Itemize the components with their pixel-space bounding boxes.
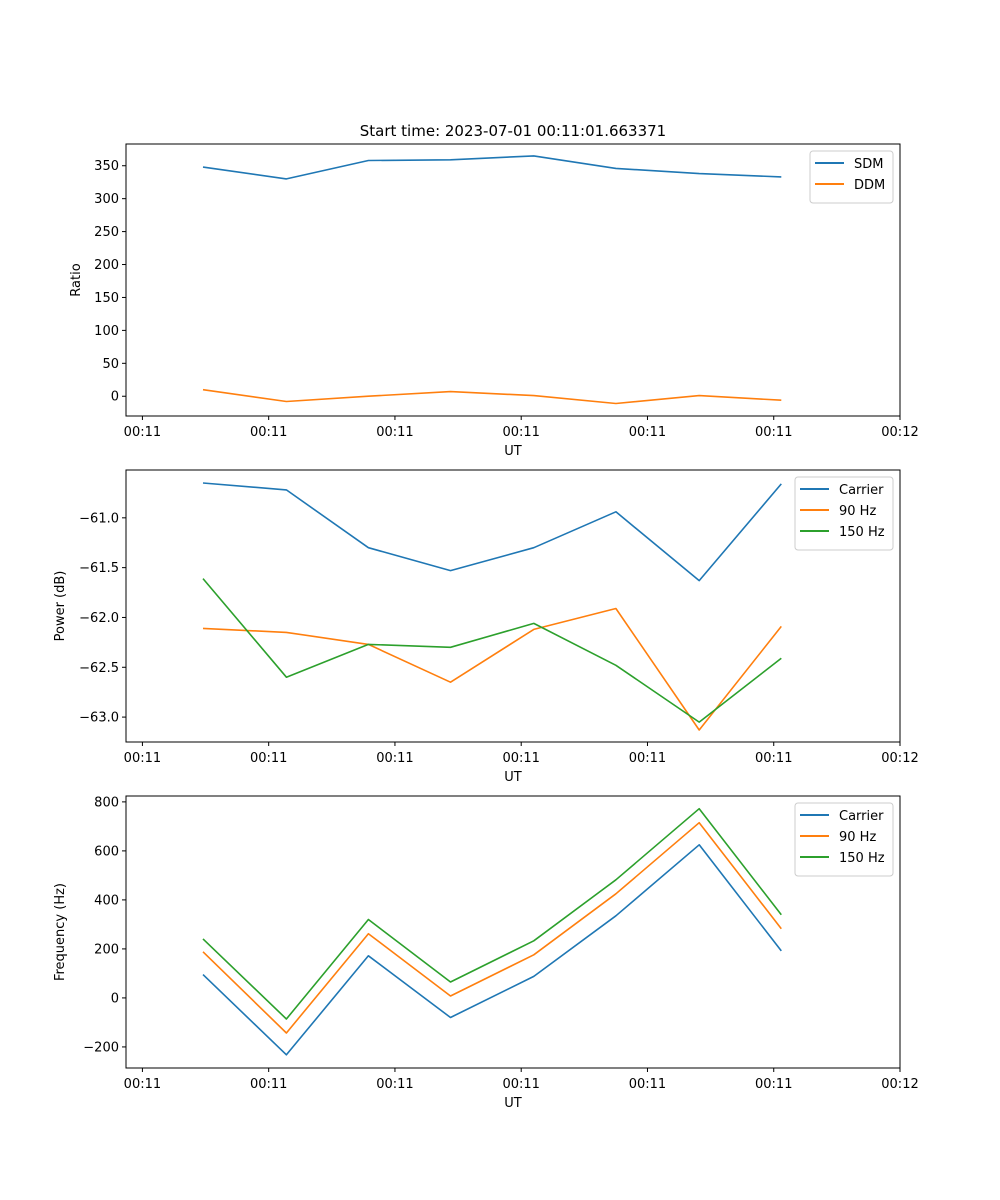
panel-power: 00:11 00:11 00:11 00:11 00:11 00:11 00:12 UT −61… <box>53 469 919 785</box>
y-tick-label: 200 <box>94 942 119 957</box>
legend: SDM DDM <box>809 150 894 204</box>
y-tick-label: 800 <box>94 795 119 810</box>
x-tick-label: 00:11 <box>629 751 666 766</box>
y-tick-label: 100 <box>94 324 119 339</box>
y-tick-label: 400 <box>94 893 119 908</box>
y-axis-label: Power (dB) <box>53 571 68 642</box>
x-tick-label: 00:11 <box>502 751 539 766</box>
y-axis-label: Frequency (Hz) <box>53 883 68 981</box>
x-tick-label: 00:11 <box>502 425 539 440</box>
y-tick-label: 0 <box>111 390 119 405</box>
series-line-ddm <box>202 388 782 405</box>
legend-entry-label: Carrier <box>839 809 884 824</box>
legend-entry-label: SDM <box>854 157 883 172</box>
y-tick-label: 350 <box>94 159 119 174</box>
x-tick-label: 00:11 <box>376 425 413 440</box>
x-tick-label: 00:11 <box>376 751 413 766</box>
x-tick-label: 00:11 <box>629 425 666 440</box>
legend: Carrier 90 Hz 150 Hz <box>794 476 894 551</box>
x-axis-label: UT <box>504 1096 522 1111</box>
panel-ratio: 00:11 00:11 00:11 00:11 00:11 00:11 00:12 UT 0 50… <box>69 143 919 459</box>
y-tick-label: −62.0 <box>79 611 119 626</box>
x-tick-label: 00:12 <box>881 425 918 440</box>
y-tick-label: −200 <box>83 1040 119 1055</box>
x-tick-label: 00:11 <box>124 425 161 440</box>
panel-frequency: 00:11 00:11 00:11 00:11 00:11 00:11 00:12 UT −20… <box>53 795 919 1111</box>
y-tick-label: 600 <box>94 844 119 859</box>
x-tick-label: 00:11 <box>250 1077 287 1092</box>
x-tick-label: 00:12 <box>881 1077 918 1092</box>
x-tick-label: 00:11 <box>502 1077 539 1092</box>
y-axis-label: Ratio <box>69 263 84 296</box>
y-tick-label: 50 <box>102 357 119 372</box>
series-line-90-hz <box>202 607 782 731</box>
x-tick-label: 00:11 <box>124 1077 161 1092</box>
x-tick-label: 00:11 <box>124 751 161 766</box>
series-line-150-hz <box>202 578 782 723</box>
legend-entry-label: DDM <box>854 178 885 193</box>
legend-entry-label: 150 Hz <box>839 525 885 540</box>
legend-entry-label: Carrier <box>839 483 884 498</box>
x-tick-label: 00:12 <box>881 751 918 766</box>
series-line-carrier <box>202 843 782 1056</box>
y-tick-label: −61.0 <box>79 511 119 526</box>
legend-entry-label: 90 Hz <box>839 830 876 845</box>
x-tick-label: 00:11 <box>250 425 287 440</box>
y-tick-label: −61.5 <box>79 561 119 576</box>
x-tick-label: 00:11 <box>755 751 792 766</box>
series-line-90-hz <box>202 821 782 1034</box>
legend: Carrier 90 Hz 150 Hz <box>794 802 894 877</box>
x-tick-label: 00:11 <box>376 1077 413 1092</box>
y-tick-label: 300 <box>94 192 119 207</box>
y-tick-label: 0 <box>111 991 119 1006</box>
y-tick-label: −63.0 <box>79 711 119 726</box>
series-line-150-hz <box>202 807 782 1020</box>
series-line-sdm <box>202 155 782 180</box>
axes-frame <box>125 143 901 417</box>
x-tick-label: 00:11 <box>755 1077 792 1092</box>
axes-frame <box>125 795 901 1069</box>
x-axis-label: UT <box>504 770 522 785</box>
figure-title: Start time: 2023-07-01 00:11:01.663371 <box>360 122 666 140</box>
legend-entry-label: 150 Hz <box>839 851 885 866</box>
x-axis-label: UT <box>504 444 522 459</box>
y-tick-label: −62.5 <box>79 661 119 676</box>
x-tick-label: 00:11 <box>629 1077 666 1092</box>
y-tick-label: 200 <box>94 258 119 273</box>
series-line-carrier <box>202 482 782 582</box>
y-tick-label: 150 <box>94 291 119 306</box>
x-tick-label: 00:11 <box>250 751 287 766</box>
axes-frame <box>125 469 901 743</box>
x-tick-label: 00:11 <box>755 425 792 440</box>
legend-entry-label: 90 Hz <box>839 504 876 519</box>
y-tick-label: 250 <box>94 225 119 240</box>
